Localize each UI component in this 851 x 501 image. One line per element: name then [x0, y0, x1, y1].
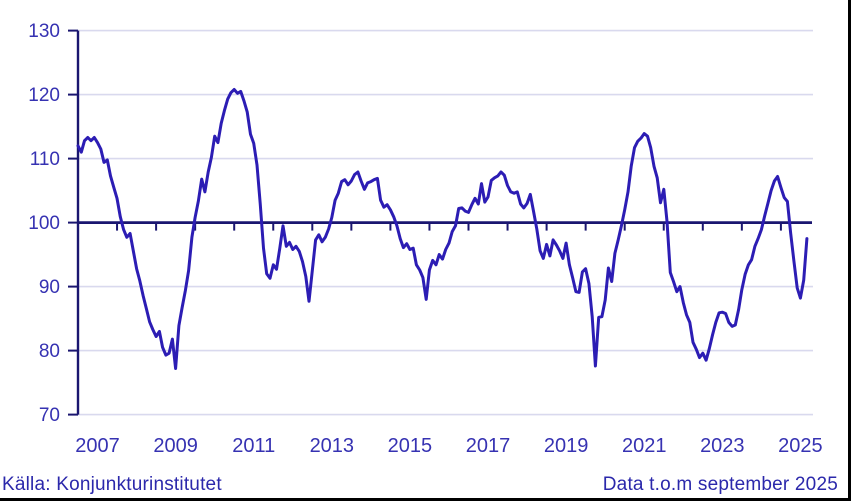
y-tick-label-130: 130	[28, 21, 60, 42]
x-tick-label-2019: 2019	[544, 435, 589, 457]
x-tick-label-2013: 2013	[310, 435, 355, 457]
x-tick-label-2007: 2007	[75, 435, 120, 457]
x-tick-label-2021: 2021	[622, 435, 667, 457]
x-tick-label-2025: 2025	[778, 435, 823, 457]
y-tick-label-110: 110	[30, 149, 60, 170]
y-tick-label-80: 80	[39, 341, 60, 362]
y-tick-label-90: 90	[39, 277, 60, 298]
x-tick-label-2015: 2015	[388, 435, 433, 457]
data-line-series	[76, 88, 809, 370]
x-tick-label-2023: 2023	[700, 435, 745, 457]
source-caption: Källa: Konjunkturinstitutet	[2, 474, 222, 495]
y-tick-label-120: 120	[28, 85, 60, 106]
y-tick-label-70: 70	[39, 405, 60, 426]
x-tick-label-2011: 2011	[232, 435, 275, 457]
x-tick-label-2009: 2009	[153, 435, 198, 457]
x-tick-label-2017: 2017	[466, 435, 511, 457]
y-tick-label-100: 100	[28, 213, 60, 234]
data-through-caption: Data t.o.m september 2025	[602, 474, 838, 495]
